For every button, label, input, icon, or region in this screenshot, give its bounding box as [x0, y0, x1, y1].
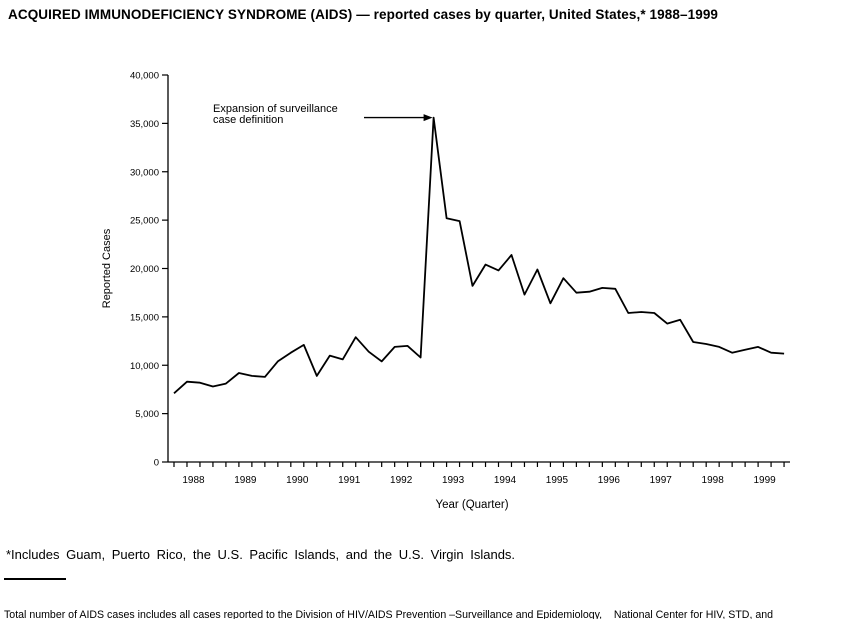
y-tick-label: 5,000 — [135, 409, 159, 420]
x-year-label: 1989 — [234, 475, 257, 486]
footnote-territories: *Includes Guam, Puerto Rico, the U.S. Pa… — [6, 547, 516, 562]
y-axis-title: Reported Cases — [101, 228, 113, 308]
x-year-label: 1993 — [442, 475, 465, 486]
x-year-label: 1992 — [390, 475, 413, 486]
x-year-label: 1988 — [182, 475, 205, 486]
aids-cases-line-chart: 0 5,000 10,000 15,000 20,000 25,000 30,000 35,0… — [101, 71, 790, 511]
y-tick-label: 40,000 — [130, 71, 159, 82]
x-year-label: 1999 — [753, 475, 776, 486]
x-year-label: 1991 — [338, 475, 361, 486]
x-year-label: 1995 — [546, 475, 569, 486]
annotation-text-line2: case definition — [213, 114, 283, 126]
footnote-total-line1: Total number of AIDS cases includes all … — [4, 609, 774, 619]
x-year-label: 1990 — [286, 475, 309, 486]
x-axis-title: Year (Quarter) — [435, 499, 508, 511]
footnote-divider — [4, 578, 66, 580]
page-title: ACQUIRED IMMUNODEFICIENCY SYNDROME (AIDS… — [8, 7, 719, 22]
footnote-total-cases: Total number of AIDS cases includes all … — [4, 583, 854, 619]
annotation-text-line1: Expansion of surveillance — [213, 103, 338, 115]
x-year-label: 1997 — [650, 475, 673, 486]
y-tick-label: 25,000 — [130, 216, 159, 227]
y-tick-label: 20,000 — [130, 264, 159, 275]
reported-cases-line — [173, 116, 785, 394]
x-year-label: 1996 — [598, 475, 621, 486]
y-tick-label: 35,000 — [130, 119, 159, 130]
y-tick-label: 0 — [154, 458, 159, 469]
y-tick-label: 30,000 — [130, 167, 159, 178]
annotation-arrowhead — [423, 114, 433, 122]
x-year-label: 1998 — [702, 475, 725, 486]
x-year-label: 1994 — [494, 475, 517, 486]
y-tick-label: 15,000 — [130, 312, 159, 323]
y-tick-label: 10,000 — [130, 361, 159, 372]
